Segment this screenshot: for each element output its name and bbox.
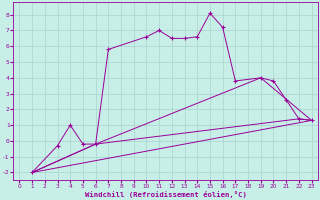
X-axis label: Windchill (Refroidissement éolien,°C): Windchill (Refroidissement éolien,°C): [84, 191, 246, 198]
